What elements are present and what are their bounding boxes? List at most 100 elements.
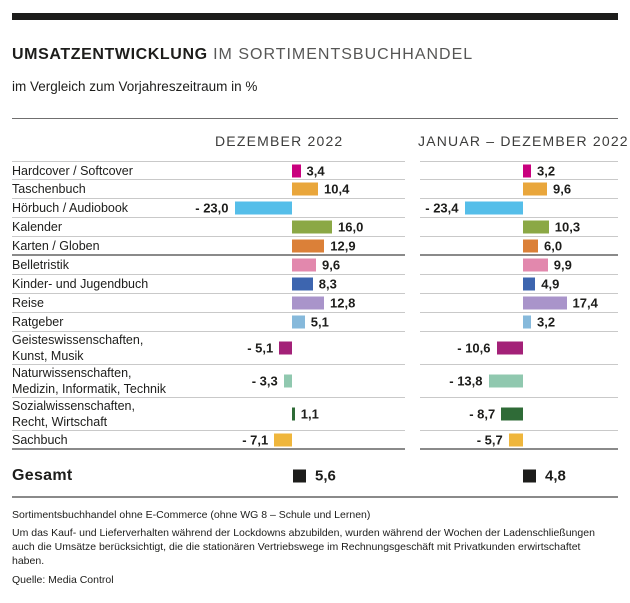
value-label: 9,6 (553, 181, 572, 197)
bar-panel-january: 10,3 (420, 218, 618, 237)
value-label: - 3,3 (251, 373, 278, 389)
value-label: - 10,6 (457, 340, 491, 356)
row-left-section: Sozialwissenschaften, Recht, Wirtschaft 1… (12, 398, 405, 431)
total-marker-january (523, 469, 536, 483)
row-left-section: Geisteswissenschaften, Kunst, Musik - 5,1 (12, 332, 405, 365)
footnote-methodology: Um das Kauf- und Lieferverhalten während… (12, 527, 595, 567)
category-label: Kalender (12, 220, 63, 234)
bar (292, 315, 305, 329)
bar (523, 182, 547, 196)
page-title-rest: IM SORTIMENTSBUCHHANDEL (207, 46, 474, 63)
page-title: UMSATZENTWICKLUNG IM SORTIMENTSBUCHHANDE… (12, 46, 618, 64)
row-left-section: Reise 12,8 (12, 294, 405, 313)
chart-row: Geisteswissenschaften, Kunst, Musik - 5,1… (12, 332, 618, 365)
total-row: Gesamt 5,6 4,8 (12, 456, 618, 496)
bar (279, 341, 292, 355)
bar-panel-january: 17,4 (420, 294, 618, 313)
value-label: - 5,7 (476, 432, 503, 447)
chart-row: Karten / Globen 12,9 6,0 (12, 237, 618, 256)
bar (234, 201, 292, 215)
chart-row: Kinder- und Jugendbuch 8,3 4,9 (12, 275, 618, 294)
bar (523, 277, 536, 291)
chart-row: Reise 12,8 17,4 (12, 294, 618, 313)
value-label: 17,4 (572, 295, 598, 311)
bar (292, 407, 295, 421)
chart-row: Ratgeber 5,1 3,2 (12, 313, 618, 332)
bar (464, 201, 523, 215)
chart-rows: Hardcover / Softcover 3,4 3,2 Taschenbuc… (12, 161, 618, 450)
bar (523, 258, 548, 272)
bar-panel-january: - 13,8 (420, 365, 618, 398)
value-label: 3,2 (537, 314, 556, 330)
value-label: 10,4 (324, 181, 350, 197)
bar-panel-january: 9,6 (420, 180, 618, 199)
value-label: 3,4 (306, 163, 325, 178)
bar-panel-december: - 3,3 (224, 365, 405, 397)
bar (292, 182, 318, 196)
category-label: Sozialwissenschaften, Recht, Wirtschaft (12, 399, 135, 429)
page-subtitle: im Vergleich zum Vorjahreszeitraum in % (12, 79, 258, 94)
chart-row: Sachbuch - 7,1 - 5,7 (12, 431, 618, 450)
category-label: Ratgeber (12, 315, 64, 329)
value-label: 12,8 (330, 295, 356, 311)
category-label: Geisteswissenschaften, Kunst, Musik (12, 333, 144, 363)
bar (523, 239, 538, 252)
row-left-section: Karten / Globen 12,9 (12, 237, 405, 256)
bar (292, 220, 332, 234)
column-headers: DEZEMBER 2022 JANUAR – DEZEMBER 2022 (12, 125, 628, 159)
footer-divider (12, 496, 618, 498)
row-left-section: Sachbuch - 7,1 (12, 431, 405, 450)
bar-panel-january: 4,9 (420, 275, 618, 294)
bar-panel-january: 3,2 (420, 313, 618, 332)
row-left-section: Hardcover / Softcover 3,4 (12, 161, 405, 180)
value-label: 8,3 (318, 276, 337, 292)
bar (292, 296, 324, 310)
bar-panel-december: 10,4 (224, 180, 405, 198)
chart-row: Hardcover / Softcover 3,4 3,2 (12, 161, 618, 180)
row-left-section: Kalender 16,0 (12, 218, 405, 237)
bar (292, 239, 325, 252)
bar-panel-december: 12,8 (224, 294, 405, 312)
bar (496, 341, 523, 355)
value-label: 12,9 (330, 238, 356, 253)
bar (292, 258, 316, 272)
chart-row: Sozialwissenschaften, Recht, Wirtschaft 1… (12, 398, 618, 431)
bar (523, 296, 567, 310)
bar (488, 374, 523, 388)
chart-row: Taschenbuch 10,4 9,6 (12, 180, 618, 199)
footnotes: Sortimentsbuchhandel ohne E-Commerce (oh… (12, 508, 618, 587)
category-label: Kinder- und Jugendbuch (12, 277, 149, 291)
value-label: 4,9 (541, 276, 560, 292)
value-label: 9,6 (322, 257, 341, 273)
bar-panel-december: - 23,0 (195, 199, 405, 217)
row-left-section: Naturwissenschaften, Medizin, Informatik,… (12, 365, 405, 398)
category-label: Sachbuch (12, 432, 68, 447)
total-value-december: 5,6 (315, 467, 336, 485)
page-title-bold: UMSATZENTWICKLUNG (12, 46, 208, 63)
total-marker-december (293, 469, 306, 483)
bar-panel-january: - 10,6 (420, 332, 618, 365)
column-header-january: JANUAR – DEZEMBER 2022 (418, 133, 629, 149)
bar-panel-december: 3,4 (224, 162, 405, 179)
bar (523, 220, 549, 234)
bar (523, 164, 531, 177)
bar (292, 277, 313, 291)
bar-panel-january: 6,0 (420, 237, 618, 256)
category-label: Taschenbuch (12, 182, 86, 196)
bar (508, 433, 523, 446)
value-label: 1,1 (300, 406, 319, 422)
bar-panel-january: - 5,7 (420, 431, 618, 450)
value-label: 10,3 (554, 219, 581, 235)
category-label: Reise (12, 296, 44, 310)
row-left-section: Taschenbuch 10,4 (12, 180, 405, 199)
row-left-section: Belletristik 9,6 (12, 256, 405, 275)
bar (283, 374, 292, 388)
bar-panel-january: 3,2 (420, 161, 618, 180)
row-left-section: Ratgeber 5,1 (12, 313, 405, 332)
bar-panel-january: - 8,7 (420, 398, 618, 431)
chart-row: Hörbuch / Audiobook - 23,0 - 23,4 (12, 199, 618, 218)
value-label: 9,9 (553, 257, 572, 273)
bar-panel-december: 1,1 (224, 398, 405, 430)
value-label: - 5,1 (247, 340, 274, 356)
